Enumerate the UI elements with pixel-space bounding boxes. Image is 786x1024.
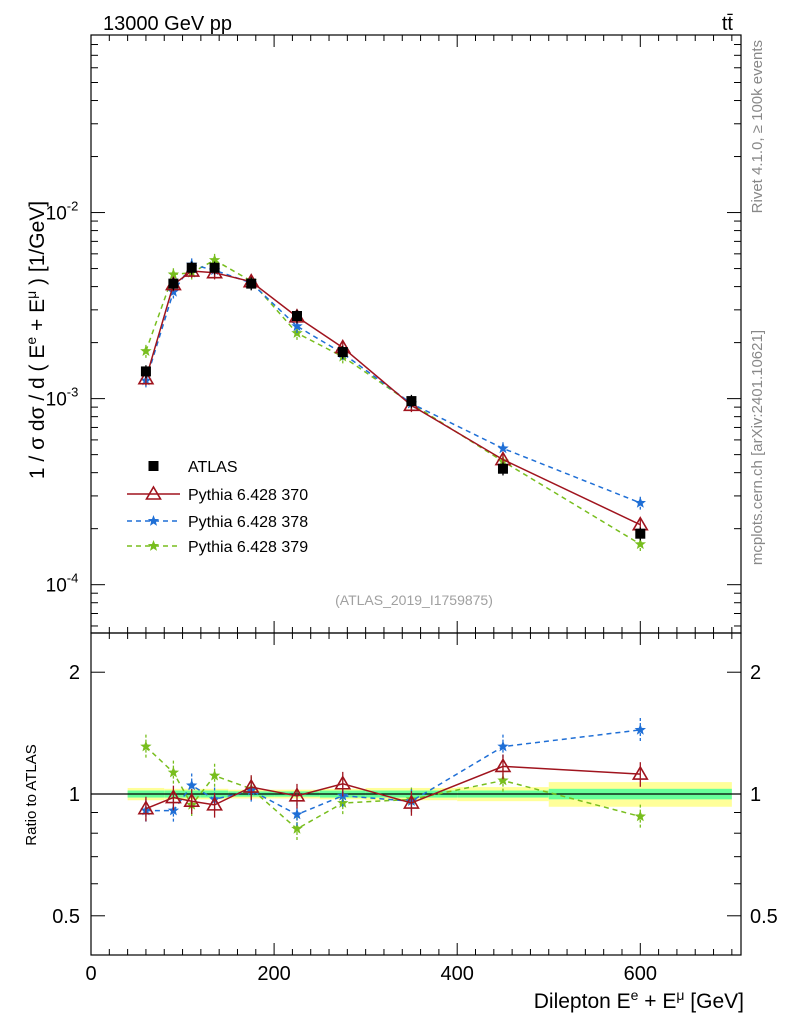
ratio-data-point	[167, 766, 180, 778]
energy-label: 13000 GeV pp	[103, 13, 232, 35]
legend: ATLAS Pythia 6.428 370 Pythia 6.428 378 Pyt…	[127, 459, 308, 556]
ratio-series-line	[145, 729, 641, 816]
analysis-watermark: (ATLAS_2019_I1759875)	[335, 592, 493, 608]
main-data-point	[291, 320, 303, 332]
main-data-point	[634, 496, 646, 508]
main-data-point	[497, 463, 508, 474]
ratio-y-tick-label: 0.5	[52, 906, 80, 928]
ratio-data-point	[137, 800, 155, 815]
ratio-data-point	[140, 740, 152, 752]
main-y-axis-title: 1 / σ dσ / d ( Ee + Eμ ) [1/GeV]	[23, 201, 49, 479]
ratio-data-point	[183, 792, 201, 807]
ratio-data-point	[206, 796, 223, 811]
main-data-point	[167, 268, 180, 280]
main-data-point	[337, 347, 348, 358]
main-data-point	[137, 370, 155, 385]
ratio-data-point	[291, 822, 303, 834]
main-data-point	[140, 345, 152, 356]
ratio-data-point	[497, 774, 509, 786]
ratio-data-point	[291, 808, 303, 820]
process-label: tt̄	[722, 13, 734, 35]
ratio-data-point	[494, 757, 512, 773]
main-data-point	[168, 278, 179, 289]
legend-marker	[147, 515, 160, 526]
main-series-line	[145, 270, 641, 526]
ratio-data-point	[497, 740, 509, 752]
ratio-data-point	[186, 779, 198, 791]
mcplots-label: mcplots.cern.ch [arXiv:2401.10621]	[749, 330, 766, 565]
x-axis-title: Dilepton Ee + Eμ [GeV]	[534, 987, 744, 1013]
main-data-point	[406, 396, 417, 407]
legend-marker	[145, 485, 162, 500]
main-data-point	[246, 278, 257, 289]
main-data-point	[209, 262, 220, 273]
legend-label: ATLAS	[188, 459, 238, 476]
legend-label: Pythia 6.428 370	[188, 487, 308, 504]
legend-label: Pythia 6.428 378	[188, 514, 308, 531]
ratio-y-tick-label-right: 2	[750, 662, 761, 684]
x-tick-label: 0	[85, 963, 96, 985]
ratio-data-point	[403, 794, 420, 809]
y-tick-label: 10-4	[46, 571, 79, 597]
ratio-data-point	[165, 788, 182, 804]
main-data-point	[497, 442, 509, 454]
ratio-y-axis-title: Ratio to ATLAS	[23, 744, 40, 845]
ratio-panel: 0 200 400 600 0.5 0.5 1 1 2 2	[52, 35, 778, 985]
ratio-data-point	[242, 778, 260, 793]
rivet-label: Rivet 4.1.0, ≥ 100k events	[749, 40, 766, 213]
y-tick-label: 10-3	[46, 385, 79, 411]
ratio-data-point	[208, 769, 221, 781]
main-data-point	[634, 538, 646, 550]
legend-label: Pythia 6.428 379	[188, 539, 308, 556]
main-data-point	[140, 366, 151, 377]
ratio-data-point	[334, 775, 352, 790]
ratio-data-point	[634, 723, 646, 735]
main-data-point	[186, 262, 197, 273]
ratio-y-tick-label: 2	[69, 662, 80, 684]
ratio-data-point	[631, 765, 649, 780]
y-tick-label: 10-2	[46, 199, 79, 225]
ratio-data-point	[288, 787, 306, 802]
ratio-y-tick-label-right: 0.5	[750, 906, 778, 928]
ratio-y-tick-label-right: 1	[750, 784, 761, 806]
main-panel: 10-4 10-3 10-2	[46, 34, 742, 634]
ratio-y-tick-label: 1	[69, 784, 80, 806]
legend-marker-atlas	[148, 461, 159, 471]
x-tick-label: 200	[257, 963, 290, 985]
main-data-point	[291, 310, 302, 321]
ratio-data-point	[337, 797, 349, 808]
main-data-point	[208, 254, 221, 265]
ratio-series-line	[145, 765, 641, 810]
x-tick-label: 600	[624, 963, 657, 985]
legend-marker	[147, 540, 160, 551]
ratio-data-point	[634, 810, 646, 822]
main-data-point	[635, 528, 646, 539]
ratio-series-line	[145, 746, 641, 830]
x-tick-label: 400	[441, 963, 474, 985]
